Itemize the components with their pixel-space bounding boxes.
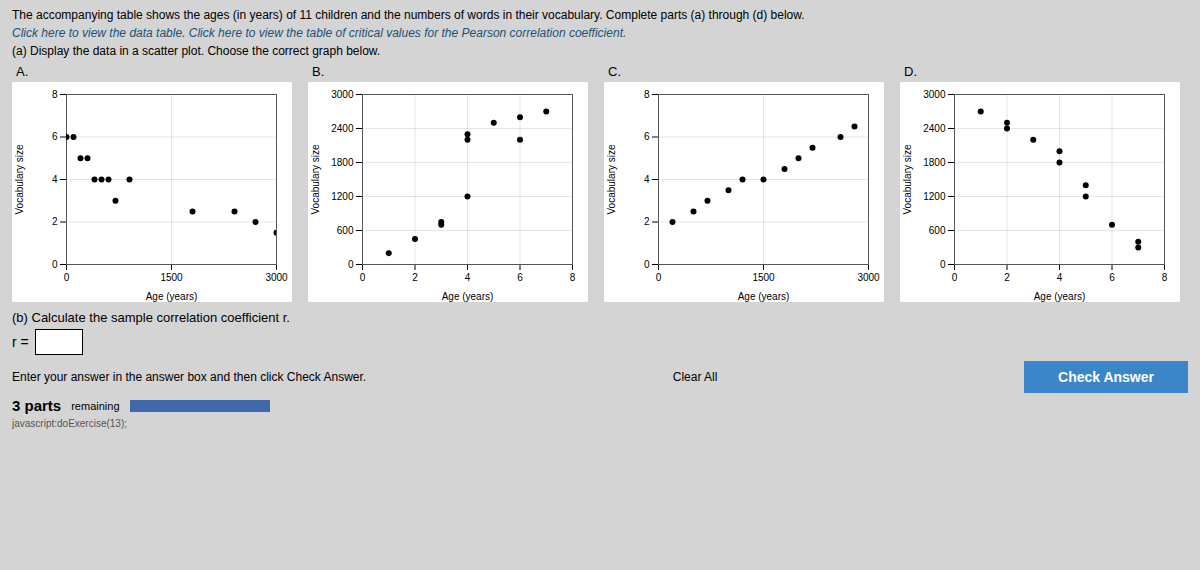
svg-text:2400: 2400: [331, 123, 354, 134]
html-text:D.: D.: [904, 64, 917, 79]
svg-text:4: 4: [465, 272, 471, 283]
svg-text:2: 2: [412, 272, 418, 283]
svg-text:1800: 1800: [923, 157, 946, 168]
html-text:A.: A.: [16, 64, 29, 79]
svg-text:4: 4: [1057, 272, 1063, 283]
svg-text:Age (years): Age (years): [738, 291, 790, 302]
svg-text:Age (years): Age (years): [442, 291, 494, 302]
svg-text:Vocabulary size: Vocabulary size: [902, 144, 913, 214]
svg-text:6: 6: [1109, 272, 1115, 283]
html-text:Check Answer: Check Answer: [1058, 369, 1154, 385]
html-text:(a) Display the data in a scat: (a) Display the data in a scatter plot. …: [12, 44, 381, 58]
svg-text:Vocabulary size: Vocabulary size: [310, 144, 321, 214]
svg-text:0: 0: [952, 272, 958, 283]
html-text:B.: B.: [312, 64, 325, 79]
svg-text:8: 8: [644, 89, 650, 100]
svg-text:0: 0: [52, 259, 58, 270]
html-text:3 parts: 3 parts: [12, 397, 62, 414]
svg-text:0: 0: [940, 259, 946, 270]
svg-text:2400: 2400: [923, 123, 946, 134]
svg-text:0: 0: [644, 259, 650, 270]
svg-text:3000: 3000: [265, 272, 288, 283]
svg-text:1200: 1200: [331, 191, 354, 202]
svg-text:600: 600: [929, 225, 946, 236]
svg-text:0: 0: [656, 272, 662, 283]
svg-text:0: 0: [348, 259, 354, 270]
svg-text:0: 0: [64, 272, 70, 283]
svg-text:1800: 1800: [331, 157, 354, 168]
svg-text:Vocabulary size: Vocabulary size: [606, 144, 617, 214]
svg-text:3000: 3000: [331, 89, 354, 100]
html-text:javascript:doExercise(13);: javascript:doExercise(13);: [12, 418, 127, 429]
html-text:remaining: remaining: [71, 399, 120, 412]
svg-text:2: 2: [1004, 272, 1010, 283]
svg-text:8: 8: [52, 89, 58, 100]
svg-text:Age (years): Age (years): [1034, 291, 1086, 302]
svg-text:600: 600: [337, 225, 354, 236]
html-text:C.: C.: [608, 64, 621, 79]
svg-text:3000: 3000: [923, 89, 946, 100]
svg-text:Age (years): Age (years): [146, 291, 198, 302]
svg-text:8: 8: [570, 272, 576, 283]
svg-text:1500: 1500: [752, 272, 775, 283]
html-text:The accompanying table shows t: The accompanying table shows the ages (i…: [12, 8, 805, 22]
html-text:Click here to view the data ta: Click here to view the data table. Click…: [12, 26, 627, 40]
html-text:Enter your answer in the answe: Enter your answer in the answer box and …: [12, 370, 367, 384]
svg-text:3000: 3000: [857, 272, 880, 283]
svg-text:1200: 1200: [923, 191, 946, 202]
svg-text:4: 4: [52, 174, 58, 185]
svg-text:8: 8: [1162, 272, 1168, 283]
svg-text:6: 6: [517, 272, 523, 283]
html-text:(b) Calculate the sample corre: (b) Calculate the sample correlation coe…: [12, 310, 290, 325]
svg-text:1500: 1500: [160, 272, 183, 283]
svg-text:6: 6: [52, 131, 58, 142]
svg-text:Vocabulary size: Vocabulary size: [14, 144, 25, 214]
svg-text:4: 4: [644, 174, 650, 185]
svg-text:6: 6: [644, 131, 650, 142]
html-text:r =: r =: [12, 334, 29, 350]
svg-text:2: 2: [644, 216, 650, 227]
svg-text:2: 2: [52, 216, 58, 227]
svg-text:0: 0: [360, 272, 366, 283]
html-text:Clear All: Clear All: [672, 370, 718, 384]
